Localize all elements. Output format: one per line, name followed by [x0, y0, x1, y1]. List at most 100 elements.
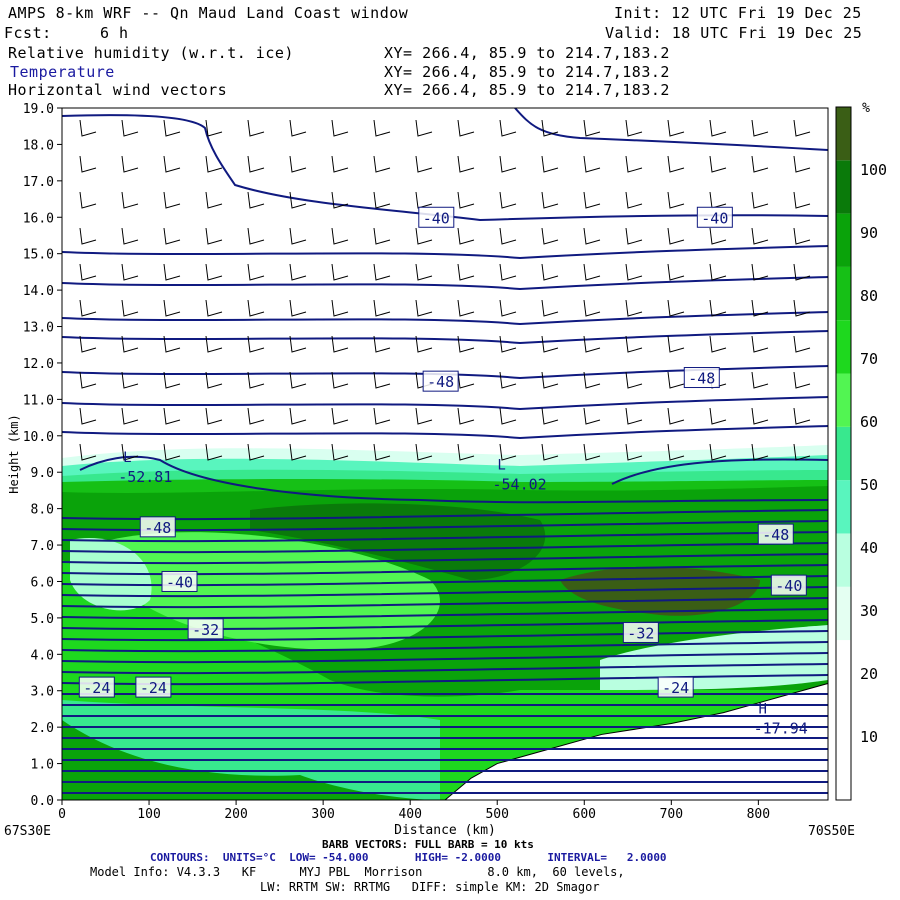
wind-barb [163, 443, 181, 461]
contour-line [62, 245, 828, 260]
contour-label-box [657, 676, 694, 698]
wind-barb [121, 155, 139, 173]
wind-barb [373, 299, 391, 317]
y-tick-label: 0.0 [31, 794, 54, 809]
wind-barb [331, 227, 349, 245]
y-tick-label: 6.0 [31, 575, 54, 590]
x-tick-label: 500 [485, 807, 508, 822]
y-tick-label: 11.0 [23, 393, 54, 408]
colorbar-unit: % [862, 101, 870, 116]
wind-barb [163, 155, 181, 173]
y-tick-label: 2.0 [31, 721, 54, 736]
colorbar-tick-label: 60 [860, 413, 878, 431]
y-tick-label: 19.0 [23, 102, 54, 117]
wind-barb [625, 299, 643, 317]
wind-barb [331, 119, 349, 137]
wind-barb [541, 155, 559, 173]
wind-barb [499, 335, 517, 353]
x-tick-label: 400 [398, 807, 421, 822]
wind-barb [667, 407, 685, 425]
y-tick-label: 16.0 [23, 211, 54, 226]
colorbar-tick-label: 100 [860, 161, 887, 179]
contour-line [62, 663, 828, 675]
wind-barb [331, 371, 349, 389]
wind-barb [583, 407, 601, 425]
colorbar-cell [836, 586, 851, 641]
wind-barb [373, 407, 391, 425]
x-tick-label: 0 [58, 807, 66, 822]
colorbar-tick-label: 30 [860, 602, 878, 620]
rh-band-surface [62, 720, 440, 800]
wind-barb [79, 299, 97, 317]
wind-barb [583, 443, 601, 461]
forecast-label: Fcst: [4, 24, 52, 42]
wind-barb [373, 371, 391, 389]
wind-barb [415, 119, 433, 137]
wind-barb [709, 191, 727, 209]
wind-barb [415, 155, 433, 173]
colorbar-cell [836, 426, 851, 481]
wind-barb [415, 335, 433, 353]
colorbar-cell [836, 640, 851, 694]
wind-barb [289, 335, 307, 353]
wind-barb [289, 443, 307, 461]
wind-barb [457, 263, 475, 281]
wind-barb [121, 407, 139, 425]
wind-barb [289, 263, 307, 281]
wind-barb [415, 227, 433, 245]
colorbar-cell [836, 266, 851, 321]
y-tick-label: 12.0 [23, 357, 54, 372]
contour-line [514, 108, 828, 151]
wind-barb [625, 191, 643, 209]
y-tick-label: 4.0 [31, 648, 54, 663]
colorbar-cell [836, 213, 851, 267]
plot-frame [61, 107, 829, 801]
colorbar-frame [835, 106, 852, 801]
y-tick-label: 8.0 [31, 503, 54, 518]
wind-barb [499, 443, 517, 461]
right-coordinate: 70S50E [808, 824, 855, 839]
wind-barb [163, 407, 181, 425]
wind-barb [289, 299, 307, 317]
wind-barb [751, 227, 769, 245]
wind-barb [205, 335, 223, 353]
wind-barb [457, 407, 475, 425]
wind-barb [499, 371, 517, 389]
wind-barb [541, 407, 559, 425]
wind-barb [79, 263, 97, 281]
colorbar-tick-label: 20 [860, 665, 878, 683]
contour-label: -24 [83, 679, 110, 697]
chart-title: AMPS 8-km WRF -- Qn Maud Land Coast wind… [8, 4, 409, 22]
extremum-marker: L [497, 457, 505, 473]
contour-line [62, 396, 828, 411]
wind-barb [121, 443, 139, 461]
init-time: Init: 12 UTC Fri 19 Dec 25 [614, 4, 862, 22]
wind-barb [79, 335, 97, 353]
wind-barb [79, 371, 97, 389]
wind-barb [583, 263, 601, 281]
contour-line [62, 425, 828, 440]
rh-pocket-95 [250, 503, 546, 580]
x-axis-label: Distance (km) [394, 823, 496, 838]
wind-barb [751, 407, 769, 425]
y-axis-label: Height (km) [7, 414, 21, 493]
wind-barb [331, 155, 349, 173]
contour-label-box [683, 367, 720, 389]
wind-barb [289, 155, 307, 173]
wind-barb [331, 335, 349, 353]
contour-line [62, 597, 828, 609]
wind-barb [457, 155, 475, 173]
wind-barb [793, 407, 811, 425]
contour-label: -48 [762, 526, 789, 544]
wind-barb [499, 191, 517, 209]
wind-barb [457, 191, 475, 209]
wind-barb [709, 227, 727, 245]
wind-barb [79, 227, 97, 245]
colorbar-cell [836, 160, 851, 214]
contour-label-box [139, 516, 176, 538]
y-tick-label: 17.0 [23, 175, 54, 190]
valid-time: Valid: 18 UTC Fri 19 Dec 25 [605, 24, 863, 42]
field-name-temperature: Temperature [10, 63, 115, 81]
contour-label-box [135, 676, 172, 698]
